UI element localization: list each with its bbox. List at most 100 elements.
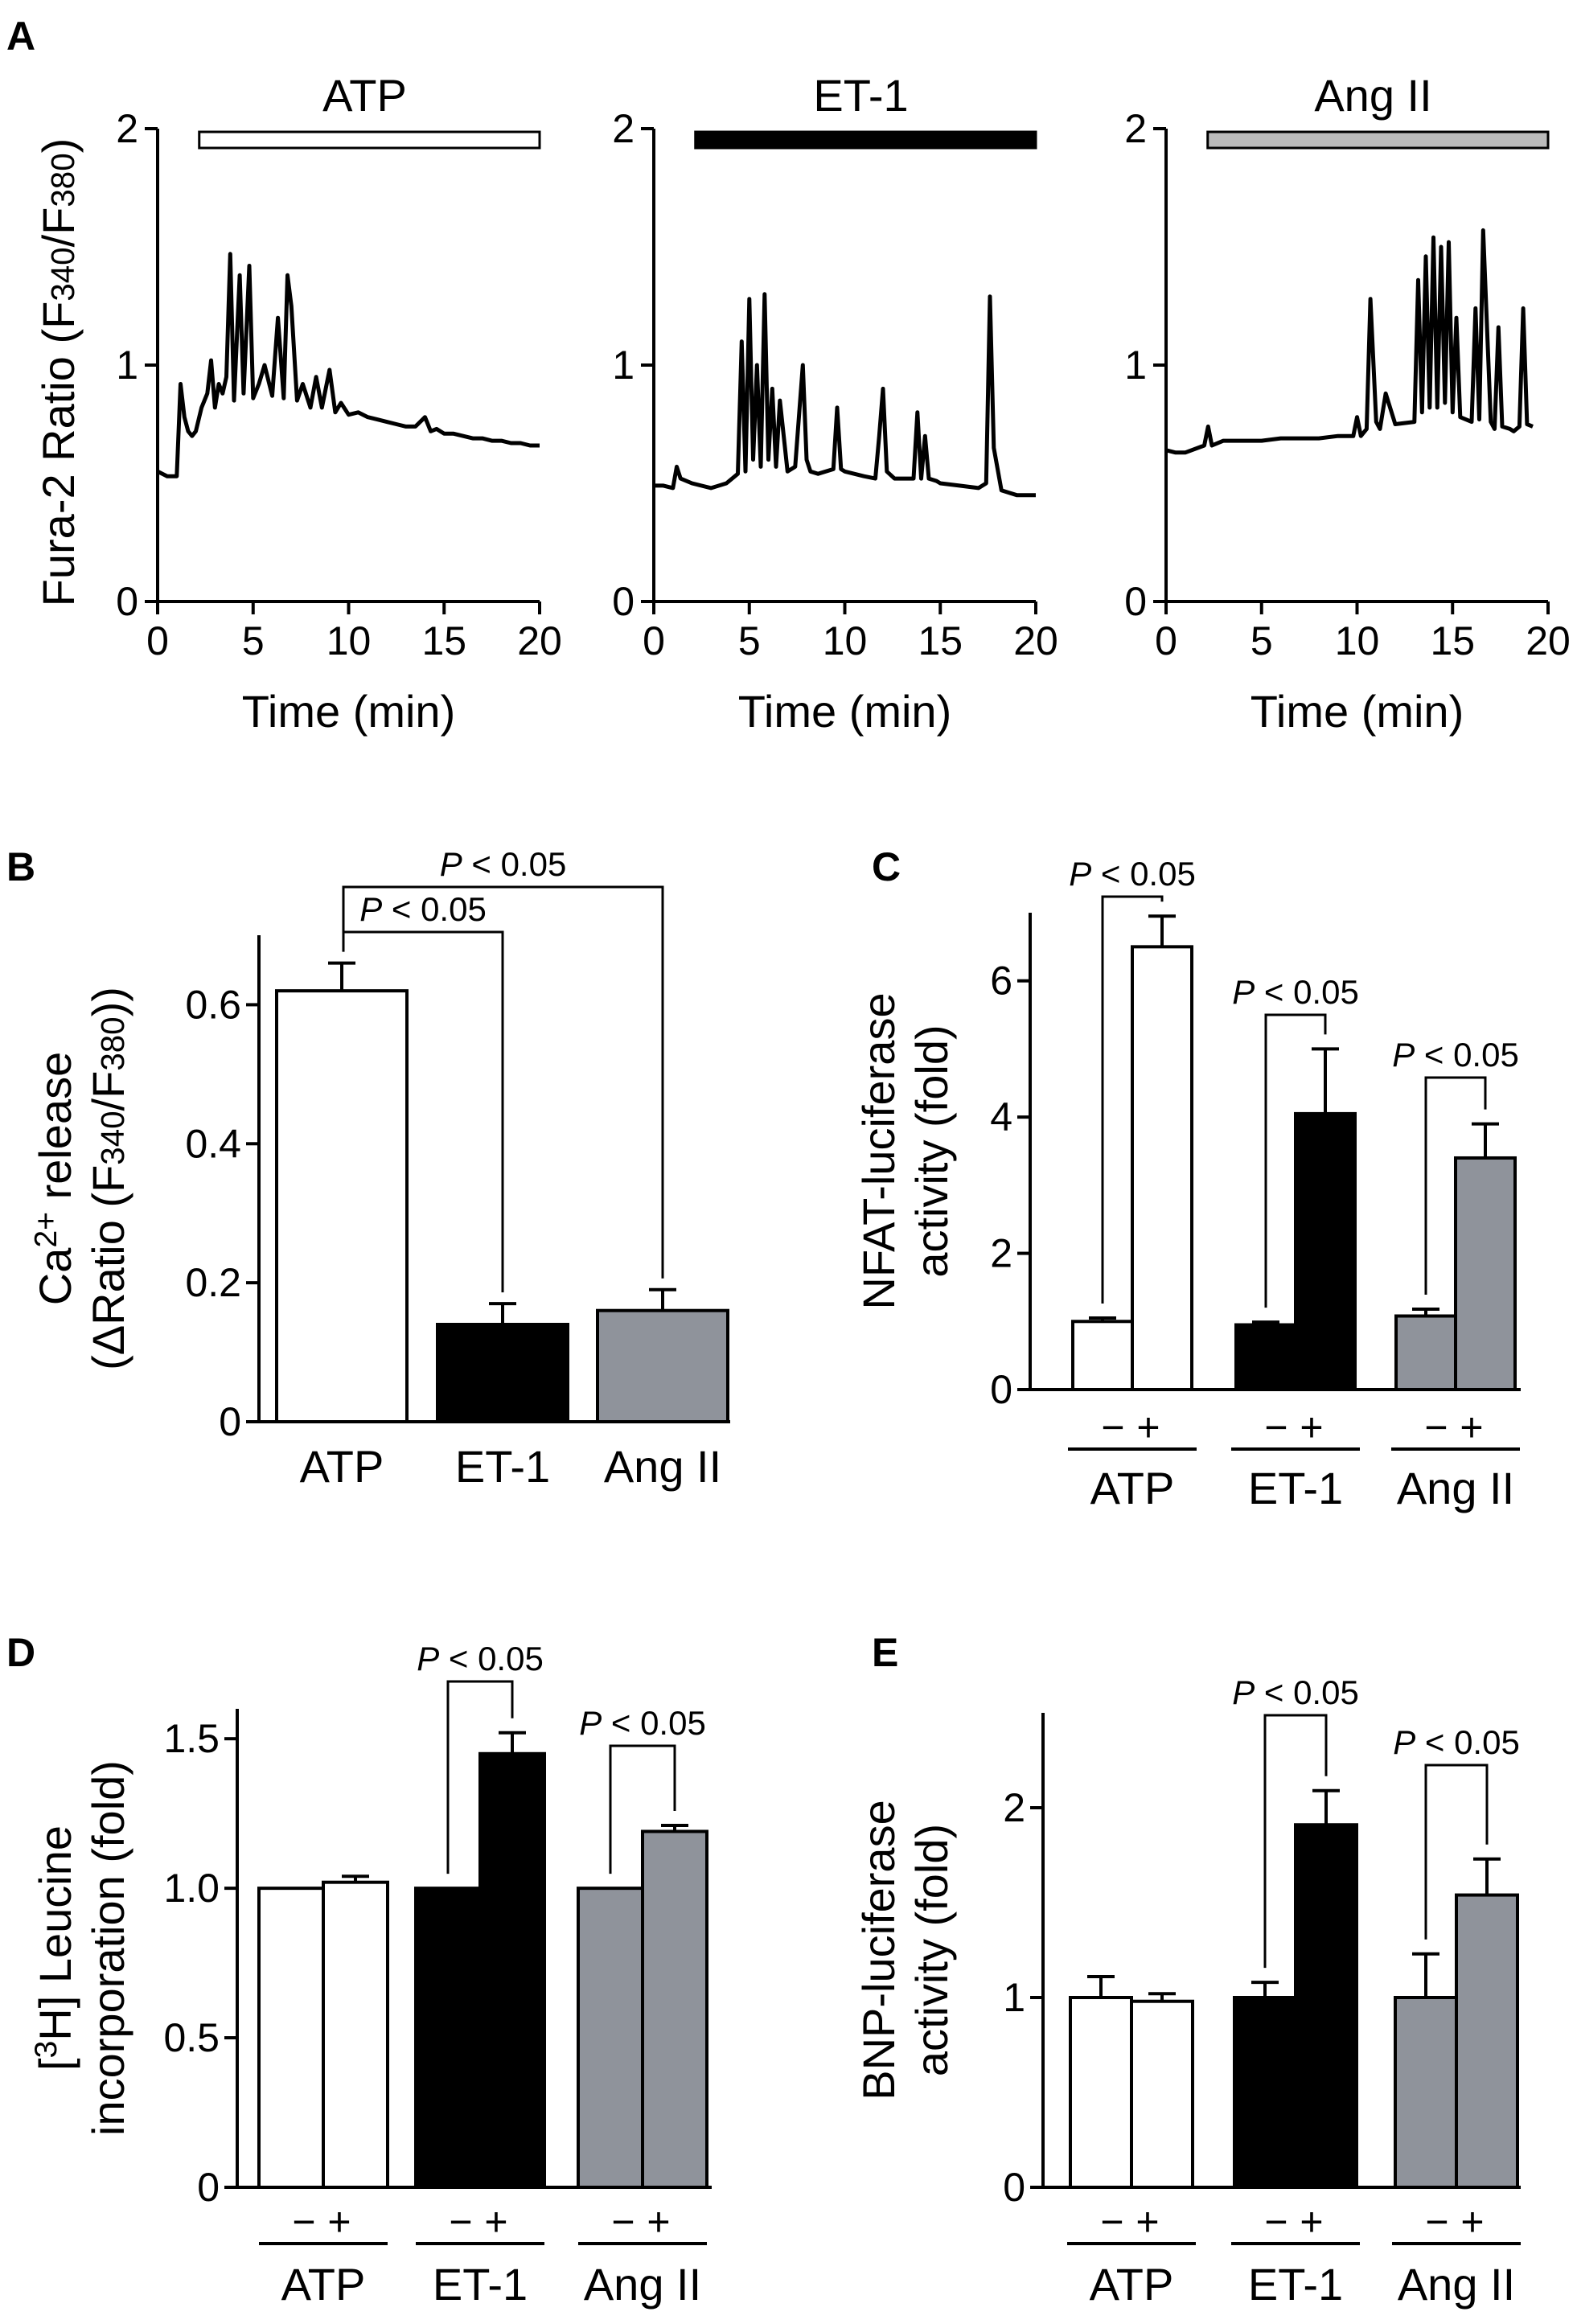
panel-a-atp-x-axis-label: Time (min) bbox=[242, 686, 455, 737]
panel-d-treatment-minus: − bbox=[292, 2199, 315, 2244]
panel-d-y-axis-label-2: incorporation (fold) bbox=[83, 1760, 133, 2136]
panel-c-y-tick-label: 4 bbox=[990, 1094, 1012, 1139]
panel-label-d: D bbox=[6, 1630, 35, 1675]
panel-c-annotation-3-p-value: P < 0.05 bbox=[1392, 1036, 1519, 1074]
panel-d-annotation-2-p-value: P < 0.05 bbox=[579, 1704, 706, 1742]
panel-e-group-label: ET-1 bbox=[1248, 2259, 1343, 2310]
panel-d-bar-atp-plus bbox=[322, 1880, 389, 2189]
panel-a-et-1-x-tick-label: 20 bbox=[1013, 618, 1058, 663]
panel-c-group-label: Ang II bbox=[1397, 1463, 1514, 1513]
panel-b-y-tick-label: 0.4 bbox=[185, 1121, 241, 1166]
panel-e-y-axis-label-2: activity (fold) bbox=[906, 1824, 957, 2076]
panel-c-y-tick-label: 2 bbox=[990, 1231, 1012, 1276]
panel-d-y-tick-label: 0 bbox=[197, 2165, 220, 2210]
panel-c-treatment-minus: − bbox=[1101, 1405, 1124, 1450]
panel-a-atp-x-tick-label: 15 bbox=[421, 618, 466, 663]
panel-e-bar-et-1-plus bbox=[1294, 1823, 1358, 2189]
panel-a-ang-ii-title: Ang II bbox=[1314, 70, 1431, 121]
panel-e-treatment-plus: + bbox=[1136, 2199, 1159, 2244]
panel-b-y-tick-label: 0.2 bbox=[185, 1260, 241, 1305]
panel-d-annotation-1-bracket bbox=[446, 1680, 514, 1874]
panel-d-bar-ang-ii-minus bbox=[577, 1887, 644, 2189]
panel-c-annotation-1-bracket bbox=[1101, 895, 1164, 1304]
panel-a-atp-trace bbox=[156, 252, 540, 478]
panel-e-treatment-minus: − bbox=[1100, 2199, 1123, 2244]
panel-b-y-tick-label: 0 bbox=[219, 1399, 241, 1444]
panel-e-bar-ang-ii-plus bbox=[1455, 1893, 1519, 2190]
panel-a-atp-x-tick-label: 20 bbox=[517, 618, 562, 663]
panel-a-atp-y-tick-label: 1 bbox=[116, 343, 138, 388]
panel-label-c: C bbox=[872, 844, 901, 889]
panel-a-et-1-x-tick-label: 10 bbox=[823, 618, 868, 663]
panel-c-bar-atp-minus bbox=[1071, 1320, 1134, 1392]
panel-a-ang-ii-x-axis-label: Time (min) bbox=[1251, 686, 1464, 737]
panel-b-y-axis-label-2: (ΔRatio (F340/F380)) bbox=[83, 987, 133, 1370]
panel-a-et-1-y-tick-label: 2 bbox=[612, 106, 634, 151]
panel-label-b: B bbox=[6, 844, 35, 889]
panel-a-ang-ii-x-tick-label: 10 bbox=[1335, 618, 1380, 663]
panel-c-annotation-3-bracket bbox=[1424, 1076, 1487, 1295]
panel-d-y-tick-label: 1.5 bbox=[163, 1716, 220, 1761]
panel-a-y-axis-label: Fura-2 Ratio (F340/F380) bbox=[33, 138, 84, 607]
panel-e-treatment-plus: + bbox=[1460, 2199, 1484, 2244]
panel-b-bar-et-1 bbox=[436, 1323, 569, 1423]
panel-e-group-label: Ang II bbox=[1398, 2259, 1515, 2310]
panel-a-atp-y-tick-label: 0 bbox=[116, 579, 138, 624]
panel-c-treatment-minus: − bbox=[1424, 1405, 1448, 1450]
panel-c-treatment-plus: + bbox=[1300, 1405, 1323, 1450]
panel-a-et-1-x-axis-label: Time (min) bbox=[738, 686, 951, 737]
panel-a-et-1-title: ET-1 bbox=[813, 70, 908, 121]
panel-c-y-axis-label-1: NFAT-luciferase bbox=[853, 992, 904, 1309]
panel-c-y-tick-label: 0 bbox=[990, 1367, 1012, 1412]
panel-e-annotation-2-p-value: P < 0.05 bbox=[1393, 1723, 1520, 1761]
panel-e-bar-ang-ii-minus bbox=[1394, 1996, 1458, 2189]
panel-a-ang-ii-x-tick-label: 0 bbox=[1155, 618, 1177, 663]
panel-b-y-axis-label-1: Ca2+ release bbox=[29, 1052, 80, 1306]
panel-b-annotation-2-p-value: P < 0.05 bbox=[440, 845, 567, 883]
panel-d-group-label: ET-1 bbox=[433, 2259, 528, 2310]
panel-d-bar-et-1-minus bbox=[414, 1887, 482, 2189]
panel-d-y-tick-label: 1.0 bbox=[163, 1866, 220, 1911]
panel-c-annotation-2-bracket bbox=[1264, 1013, 1327, 1308]
panel-b-y-tick-label: 0.6 bbox=[185, 982, 241, 1027]
panel-a-ang-ii-x-tick-label: 15 bbox=[1430, 618, 1475, 663]
panel-d-bar-ang-ii-plus bbox=[641, 1829, 708, 2189]
panel-e-annotation-2-bracket bbox=[1424, 1764, 1489, 1940]
panel-e-annotation-1-bracket bbox=[1263, 1714, 1328, 1969]
panel-c-y-axis-label-2: activity (fold) bbox=[906, 1024, 957, 1277]
panel-a-atp-x-tick-label: 5 bbox=[242, 618, 265, 663]
panel-b-annotation-1-p-value: P < 0.05 bbox=[359, 890, 487, 928]
panel-label-e: E bbox=[872, 1630, 898, 1675]
panel-e-treatment-minus: − bbox=[1425, 2199, 1448, 2244]
panel-c-bar-et-1-minus bbox=[1234, 1323, 1297, 1392]
panel-c-treatment-plus: + bbox=[1460, 1405, 1483, 1450]
panel-e-y-tick-label: 0 bbox=[1003, 2165, 1025, 2210]
panel-c-annotation-1-p-value: P < 0.05 bbox=[1069, 855, 1196, 893]
panel-e-y-tick-label: 1 bbox=[1003, 1975, 1025, 2020]
panel-d-annotation-1-p-value: P < 0.05 bbox=[417, 1640, 544, 1677]
panel-d-treatment-plus: + bbox=[484, 2199, 507, 2244]
panel-d-annotation-2-bracket bbox=[609, 1744, 676, 1874]
panel-b-annotation-2-bracket bbox=[342, 885, 664, 1279]
panel-b-category-label: ATP bbox=[300, 1441, 384, 1492]
panel-b-bar-ang-ii bbox=[596, 1308, 729, 1423]
panel-c-bar-ang-ii-plus bbox=[1454, 1156, 1517, 1391]
panel-a-et-1-y-tick-label: 0 bbox=[612, 579, 634, 624]
panel-d-treatment-minus: − bbox=[611, 2199, 634, 2244]
panel-b-category-label: ET-1 bbox=[455, 1441, 550, 1492]
panel-a-ang-ii-y-tick-label: 0 bbox=[1124, 579, 1147, 624]
panel-b-annotation-1-bracket bbox=[342, 930, 504, 1293]
panel-b-bar-atp bbox=[275, 989, 409, 1423]
panel-a-et-1-x-tick-label: 0 bbox=[643, 618, 665, 663]
panel-a-atp-y-tick-label: 2 bbox=[116, 106, 138, 151]
panel-e-treatment-plus: + bbox=[1300, 2199, 1323, 2244]
panel-c-y-tick-label: 6 bbox=[990, 959, 1012, 1004]
panel-a-et-1-stimulus-bar bbox=[694, 130, 1037, 150]
panel-a-ang-ii-y-tick-label: 1 bbox=[1124, 343, 1147, 388]
panel-a-atp-x-tick-label: 0 bbox=[146, 618, 169, 663]
panel-a-et-1-x-tick-label: 5 bbox=[738, 618, 761, 663]
panel-d-treatment-minus: − bbox=[449, 2199, 472, 2244]
panel-c-bar-et-1-plus bbox=[1294, 1111, 1357, 1391]
panel-d-group-label: Ang II bbox=[584, 2259, 701, 2310]
